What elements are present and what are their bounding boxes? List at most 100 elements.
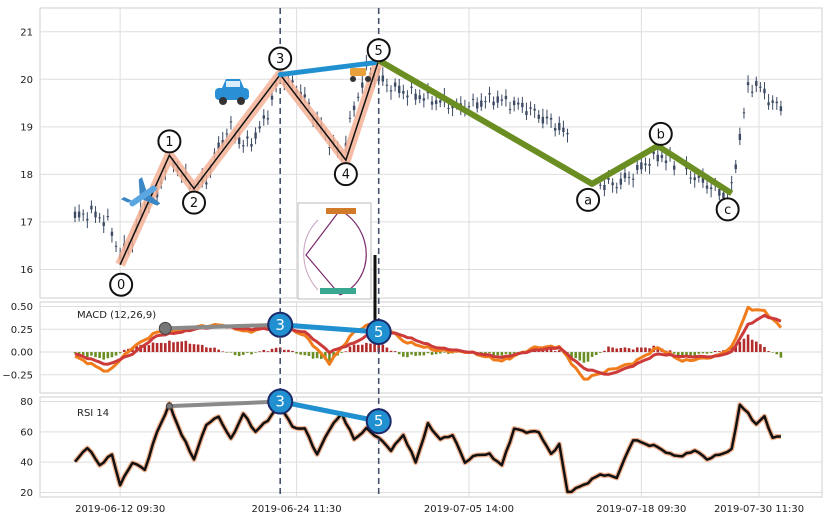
- wave-label-text: 3: [276, 52, 284, 67]
- correction-wave-line: [377, 57, 734, 196]
- wave-label-c: c: [715, 197, 740, 222]
- macd-histogram-bar: [328, 352, 331, 363]
- macd-histogram-bar: [759, 344, 762, 353]
- macd-histogram-bar: [754, 341, 758, 353]
- candle-body: [656, 154, 659, 162]
- macd-histogram-bar: [221, 351, 225, 353]
- candle-body: [451, 105, 454, 109]
- candle-body: [549, 117, 553, 120]
- x-tick-label: 2019-07-18 09:30: [596, 504, 686, 515]
- macd-histogram-bar: [426, 352, 430, 354]
- macd-histogram-bar: [184, 340, 188, 353]
- candle-body: [508, 109, 512, 111]
- y-tick-label: 0.50: [11, 302, 33, 313]
- candle-body: [504, 95, 508, 100]
- macd-marker-3: 3: [267, 311, 294, 338]
- candle-body: [484, 101, 487, 103]
- macd-histogram-bar: [611, 347, 614, 353]
- wave-label-text: a: [584, 193, 592, 208]
- wave-label-text: 0: [117, 278, 125, 293]
- car-window: [226, 81, 240, 87]
- candle-body: [492, 101, 495, 106]
- macd-histogram-bar: [718, 351, 721, 353]
- candle-body: [730, 182, 733, 184]
- candle-body: [672, 165, 676, 170]
- macd-histogram-bar: [258, 351, 261, 353]
- macd-histogram-bar: [750, 339, 754, 353]
- macd-histogram-bar: [352, 344, 356, 353]
- macd-histogram-bar: [155, 342, 159, 353]
- candle-body: [775, 101, 778, 104]
- y-tick-label: 19: [20, 122, 33, 133]
- macd-histogram-bar: [233, 352, 237, 356]
- wave-label-text: 5: [375, 44, 383, 59]
- macd-histogram-bar: [246, 352, 249, 353]
- candle-body: [471, 98, 475, 100]
- candle-body: [110, 231, 114, 236]
- wave-label-circle: [648, 121, 673, 146]
- candle-body: [262, 115, 265, 119]
- macd-histogram-bar: [771, 352, 774, 353]
- inset-band: [320, 288, 356, 294]
- indicator-marker-text: 3: [275, 393, 285, 411]
- macd-histogram-bar: [623, 347, 627, 353]
- inset-band: [326, 208, 356, 214]
- candle-body: [94, 211, 97, 218]
- y-tick-label: 21: [20, 27, 33, 38]
- macd-histogram-bar: [299, 352, 303, 355]
- candle-body: [640, 162, 643, 170]
- macd-histogram-bar: [381, 344, 385, 353]
- macd-histogram-bar: [746, 334, 750, 353]
- macd-histogram-bar: [484, 352, 487, 355]
- macd-histogram-bar: [205, 347, 208, 353]
- wave-label-text: c: [724, 203, 731, 218]
- macd-histogram-bar: [200, 344, 204, 353]
- macd-histogram-bar: [545, 349, 549, 353]
- scooter-icon: [350, 68, 371, 82]
- macd-histogram-bar: [422, 352, 426, 356]
- candle-body: [607, 178, 610, 180]
- macd-histogram-bar: [81, 352, 85, 355]
- rsi-grey-connector: [167, 399, 283, 409]
- candle-body: [779, 106, 783, 112]
- macd-histogram-bar: [599, 352, 602, 353]
- wave-label-text: 2: [190, 196, 198, 211]
- macd-marker-5: 5: [365, 319, 392, 346]
- candle-body: [496, 96, 499, 103]
- candle-body: [738, 133, 742, 141]
- candle-body: [701, 176, 705, 183]
- macd-histogram-bar: [274, 347, 278, 353]
- macd-histogram-bar: [488, 352, 491, 354]
- macd-histogram-bar: [311, 352, 315, 359]
- y-tick-label: 40: [20, 458, 33, 469]
- macd-histogram-bar: [77, 352, 81, 355]
- macd-histogram-bar: [644, 347, 647, 353]
- candle-body: [475, 102, 479, 109]
- macd-histogram-bar: [430, 352, 434, 355]
- macd-histogram-bar: [291, 350, 294, 353]
- candle-body: [102, 222, 105, 226]
- y-tick-label: 80: [20, 397, 33, 408]
- macd-grey-marker: [158, 321, 172, 335]
- macd-histogram-bar: [492, 352, 495, 356]
- candle-body: [430, 101, 434, 105]
- scooter-wheel: [350, 76, 356, 82]
- macd-histogram-bar: [443, 352, 446, 353]
- macd-histogram-bar: [159, 342, 163, 353]
- airplane-icon: [120, 177, 161, 207]
- macd-histogram-bar: [668, 350, 672, 353]
- candle-body: [541, 116, 545, 124]
- macd-histogram-bar: [627, 348, 631, 353]
- candle-body: [734, 164, 737, 170]
- macd-histogram-bar: [106, 352, 110, 359]
- macd-histogram-bar: [603, 350, 606, 353]
- indicator-marker-text: 5: [374, 323, 384, 341]
- candle-body: [742, 112, 746, 114]
- candle-body: [603, 184, 606, 191]
- rsi-panel-title: RSI 14: [77, 408, 109, 419]
- candle-body: [398, 85, 401, 94]
- candle-body: [718, 189, 721, 196]
- macd-histogram-bar: [73, 352, 77, 354]
- macd-histogram-bar: [767, 351, 770, 353]
